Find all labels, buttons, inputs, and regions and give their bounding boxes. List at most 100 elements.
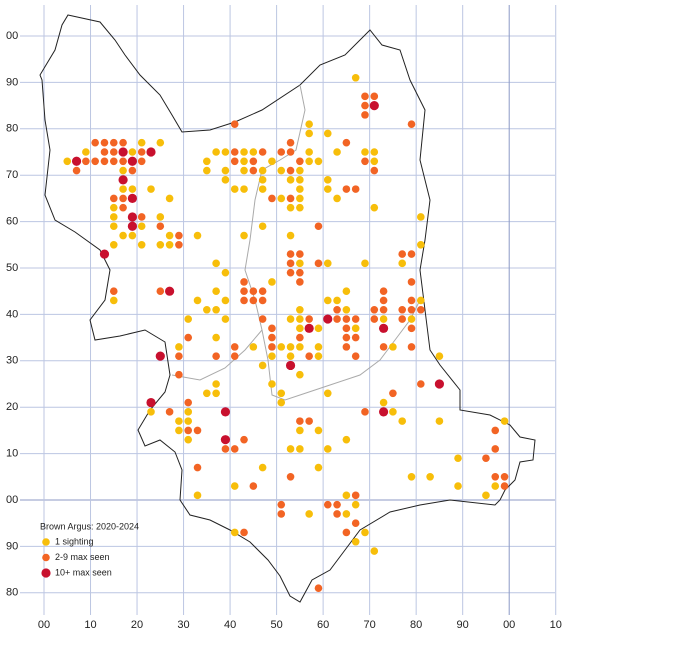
record-dot: [258, 361, 267, 370]
record-dot: [296, 194, 304, 203]
record-dot: [230, 185, 239, 193]
record-dot: [286, 138, 295, 147]
y-label: 10: [6, 448, 18, 460]
record-dot: [221, 296, 230, 305]
record-dot: [165, 286, 175, 296]
record-dot: [221, 445, 230, 453]
record-dot: [212, 380, 220, 388]
record-dot: [175, 426, 183, 435]
record-dot: [230, 148, 239, 156]
record-dot: [407, 305, 416, 314]
record-dot: [342, 343, 351, 351]
record-dot: [249, 287, 258, 296]
record-dot: [398, 417, 407, 425]
y-label: 80: [6, 123, 18, 135]
record-dot: [184, 435, 193, 444]
record-dot: [240, 148, 248, 156]
record-dot: [230, 343, 239, 351]
record-dot: [230, 352, 239, 360]
record-dot: [370, 92, 379, 101]
record-dot: [500, 482, 509, 490]
record-dot: [258, 166, 267, 175]
record-dot: [249, 482, 258, 490]
record-dot: [296, 278, 304, 286]
record-dot: [127, 212, 137, 222]
record-dot: [285, 360, 296, 371]
record-dot: [184, 333, 193, 342]
record-dot: [378, 407, 389, 417]
record-dot: [277, 343, 286, 351]
record-dot: [268, 352, 276, 360]
record-dot: [407, 278, 416, 286]
record-dot: [323, 129, 332, 138]
record-dot: [370, 315, 379, 323]
record-dot: [268, 333, 276, 342]
record-dot: [258, 296, 267, 305]
record-dot: [147, 408, 155, 416]
record-dot: [296, 315, 304, 323]
record-dot: [175, 343, 183, 351]
record-dot: [184, 398, 193, 407]
record-dot: [342, 510, 351, 518]
record-dot: [268, 380, 276, 388]
record-dot: [333, 305, 341, 314]
record-dot: [258, 463, 267, 472]
record-dot: [230, 482, 239, 490]
x-label: 40: [224, 619, 236, 631]
record-dot: [304, 323, 314, 333]
record-dot: [137, 148, 146, 156]
record-dot: [314, 426, 323, 435]
record-dot: [286, 194, 295, 203]
record-dot: [221, 315, 230, 323]
record-dot: [277, 166, 286, 175]
record-dot: [240, 231, 248, 240]
record-dot: [417, 213, 425, 221]
record-dot: [109, 138, 118, 147]
record-dot: [296, 370, 304, 379]
record-dot: [361, 92, 369, 101]
record-dot: [63, 157, 72, 166]
record-dot: [137, 222, 146, 231]
record-dot: [407, 473, 416, 481]
x-label: 10: [550, 619, 562, 631]
x-label: 90: [457, 619, 469, 631]
record-dot: [389, 389, 397, 398]
record-dot: [361, 528, 369, 537]
record-dot: [165, 408, 174, 416]
legend-label: 2-9 max seen: [55, 552, 110, 562]
record-dot: [277, 148, 286, 156]
x-label: 00: [503, 619, 515, 631]
record-dot: [286, 203, 295, 212]
record-dot: [342, 528, 351, 537]
record-dot: [342, 185, 351, 193]
record-dot: [109, 203, 118, 212]
x-label: 20: [131, 619, 143, 631]
record-dot: [398, 250, 407, 258]
record-dot: [296, 250, 304, 258]
record-dot: [258, 315, 267, 323]
record-dot: [286, 176, 295, 184]
record-dot: [221, 176, 230, 184]
record-dot: [379, 296, 388, 305]
record-dot: [268, 324, 276, 333]
record-dot: [100, 157, 109, 166]
record-dot: [175, 352, 183, 360]
legend-title: Brown Argus: 2020-2024: [40, 521, 139, 531]
record-dot: [137, 213, 146, 221]
record-dot: [305, 129, 313, 138]
record-dot: [119, 157, 127, 166]
record-dot: [212, 389, 220, 398]
record-dot: [240, 157, 248, 166]
record-dot: [296, 445, 304, 453]
record-dot: [342, 287, 351, 296]
record-dot: [212, 352, 220, 360]
record-dot: [323, 296, 332, 305]
record-dot: [333, 296, 341, 305]
record-dot: [314, 352, 323, 360]
record-dot: [193, 426, 202, 435]
record-dot: [100, 148, 109, 156]
record-dot: [351, 324, 360, 333]
record-dot: [127, 221, 137, 231]
record-dot: [128, 231, 137, 240]
